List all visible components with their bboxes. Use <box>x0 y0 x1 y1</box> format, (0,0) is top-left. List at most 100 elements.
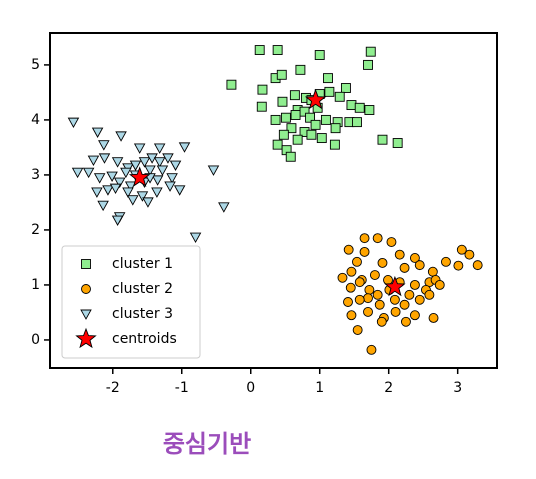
marker-triangle <box>156 165 169 176</box>
series-3 <box>128 88 406 297</box>
marker-circle <box>394 249 405 260</box>
marker-circle <box>354 277 365 288</box>
marker-circle <box>377 257 388 268</box>
marker-circle <box>441 256 451 267</box>
marker-circle <box>453 260 464 271</box>
marker-circle <box>352 256 362 267</box>
marker-triangle <box>166 173 178 184</box>
marker-square <box>346 100 357 111</box>
marker-circle <box>456 244 467 255</box>
marker-triangle <box>189 232 202 244</box>
marker-square <box>289 90 300 101</box>
marker-square <box>280 112 291 123</box>
marker-square <box>310 119 321 130</box>
marker-triangle <box>111 157 124 168</box>
marker-circle <box>363 306 373 317</box>
marker-triangle <box>109 183 122 195</box>
x-tick-label: 1 <box>315 380 324 396</box>
marker-circle <box>354 294 365 305</box>
marker-triangle <box>151 175 164 186</box>
marker-square <box>352 117 362 128</box>
marker-square <box>320 114 331 125</box>
marker-circle <box>424 289 435 300</box>
marker-circle <box>343 297 353 307</box>
marker-triangle <box>106 171 118 182</box>
marker-triangle <box>102 185 114 196</box>
marker-triangle <box>120 167 132 179</box>
marker-circle <box>409 253 420 263</box>
marker-circle <box>369 270 380 280</box>
marker-circle <box>372 289 383 300</box>
marker-triangle <box>82 167 95 179</box>
y-tick-label: 4 <box>31 112 40 128</box>
marker-circle <box>346 266 357 277</box>
marker-square <box>324 86 335 97</box>
marker-square <box>392 138 403 148</box>
marker-square <box>292 134 303 145</box>
marker-triangle <box>142 197 154 208</box>
marker-square <box>364 105 375 115</box>
marker-star <box>128 166 151 187</box>
marker-triangle <box>97 200 109 212</box>
legend-label: centroids <box>112 331 177 347</box>
marker-circle <box>383 275 393 285</box>
marker-star <box>384 275 406 297</box>
marker-square <box>365 46 376 57</box>
marker-square <box>286 123 297 134</box>
marker-circle <box>376 316 387 327</box>
x-tick-label: 0 <box>246 380 255 396</box>
marker-square <box>363 59 373 70</box>
legend-label: cluster 2 <box>112 281 173 297</box>
marker-square <box>272 45 283 56</box>
marker-triangle <box>113 177 126 188</box>
marker-triangle <box>136 191 149 202</box>
marker-circle <box>345 282 356 293</box>
marker-circle <box>366 344 377 355</box>
chart-title: 중심기반 <box>163 430 251 458</box>
marker-triangle <box>153 157 166 168</box>
marker-square <box>305 112 316 123</box>
marker-circle <box>404 289 415 300</box>
marker-square <box>226 79 237 90</box>
legend-box <box>61 245 201 359</box>
marker-circle <box>399 299 410 310</box>
marker-triangle <box>91 127 104 138</box>
marker-square <box>256 101 267 112</box>
marker-square <box>323 73 333 84</box>
marker-circle <box>414 294 425 305</box>
marker-triangle <box>98 153 111 164</box>
y-tick-label: 2 <box>31 222 40 238</box>
marker-circle <box>428 312 439 323</box>
marker-square <box>277 96 288 107</box>
x-tick-label: -1 <box>175 380 189 396</box>
series-0 <box>226 45 403 162</box>
marker-square <box>314 50 325 60</box>
marker-square <box>254 45 265 56</box>
marker-square <box>316 133 327 144</box>
x-tick-label: -2 <box>106 380 120 396</box>
y-tick-label: 0 <box>31 332 40 348</box>
series-2 <box>67 117 230 244</box>
marker-triangle <box>93 173 106 184</box>
x-tick-label: 3 <box>453 380 462 396</box>
marker-circle <box>472 260 483 271</box>
y-tick-label: 5 <box>31 57 40 73</box>
y-tick-label: 3 <box>31 167 40 183</box>
y-tick-label: 1 <box>31 277 40 293</box>
marker-square <box>306 129 317 140</box>
marker-circle <box>343 244 354 255</box>
marker-square <box>354 102 365 113</box>
series-1 <box>337 233 483 355</box>
marker-circle <box>464 249 475 260</box>
marker-triangle <box>138 157 151 168</box>
marker-circle <box>386 237 397 247</box>
marker-circle <box>390 306 401 317</box>
marker-circle <box>346 310 357 321</box>
marker-circle <box>409 310 420 321</box>
marker-triangle <box>218 202 230 213</box>
marker-square <box>290 110 301 120</box>
marker-circle <box>400 316 411 327</box>
marker-circle <box>372 233 383 244</box>
marker-triangle <box>151 187 163 198</box>
marker-square <box>257 84 268 95</box>
